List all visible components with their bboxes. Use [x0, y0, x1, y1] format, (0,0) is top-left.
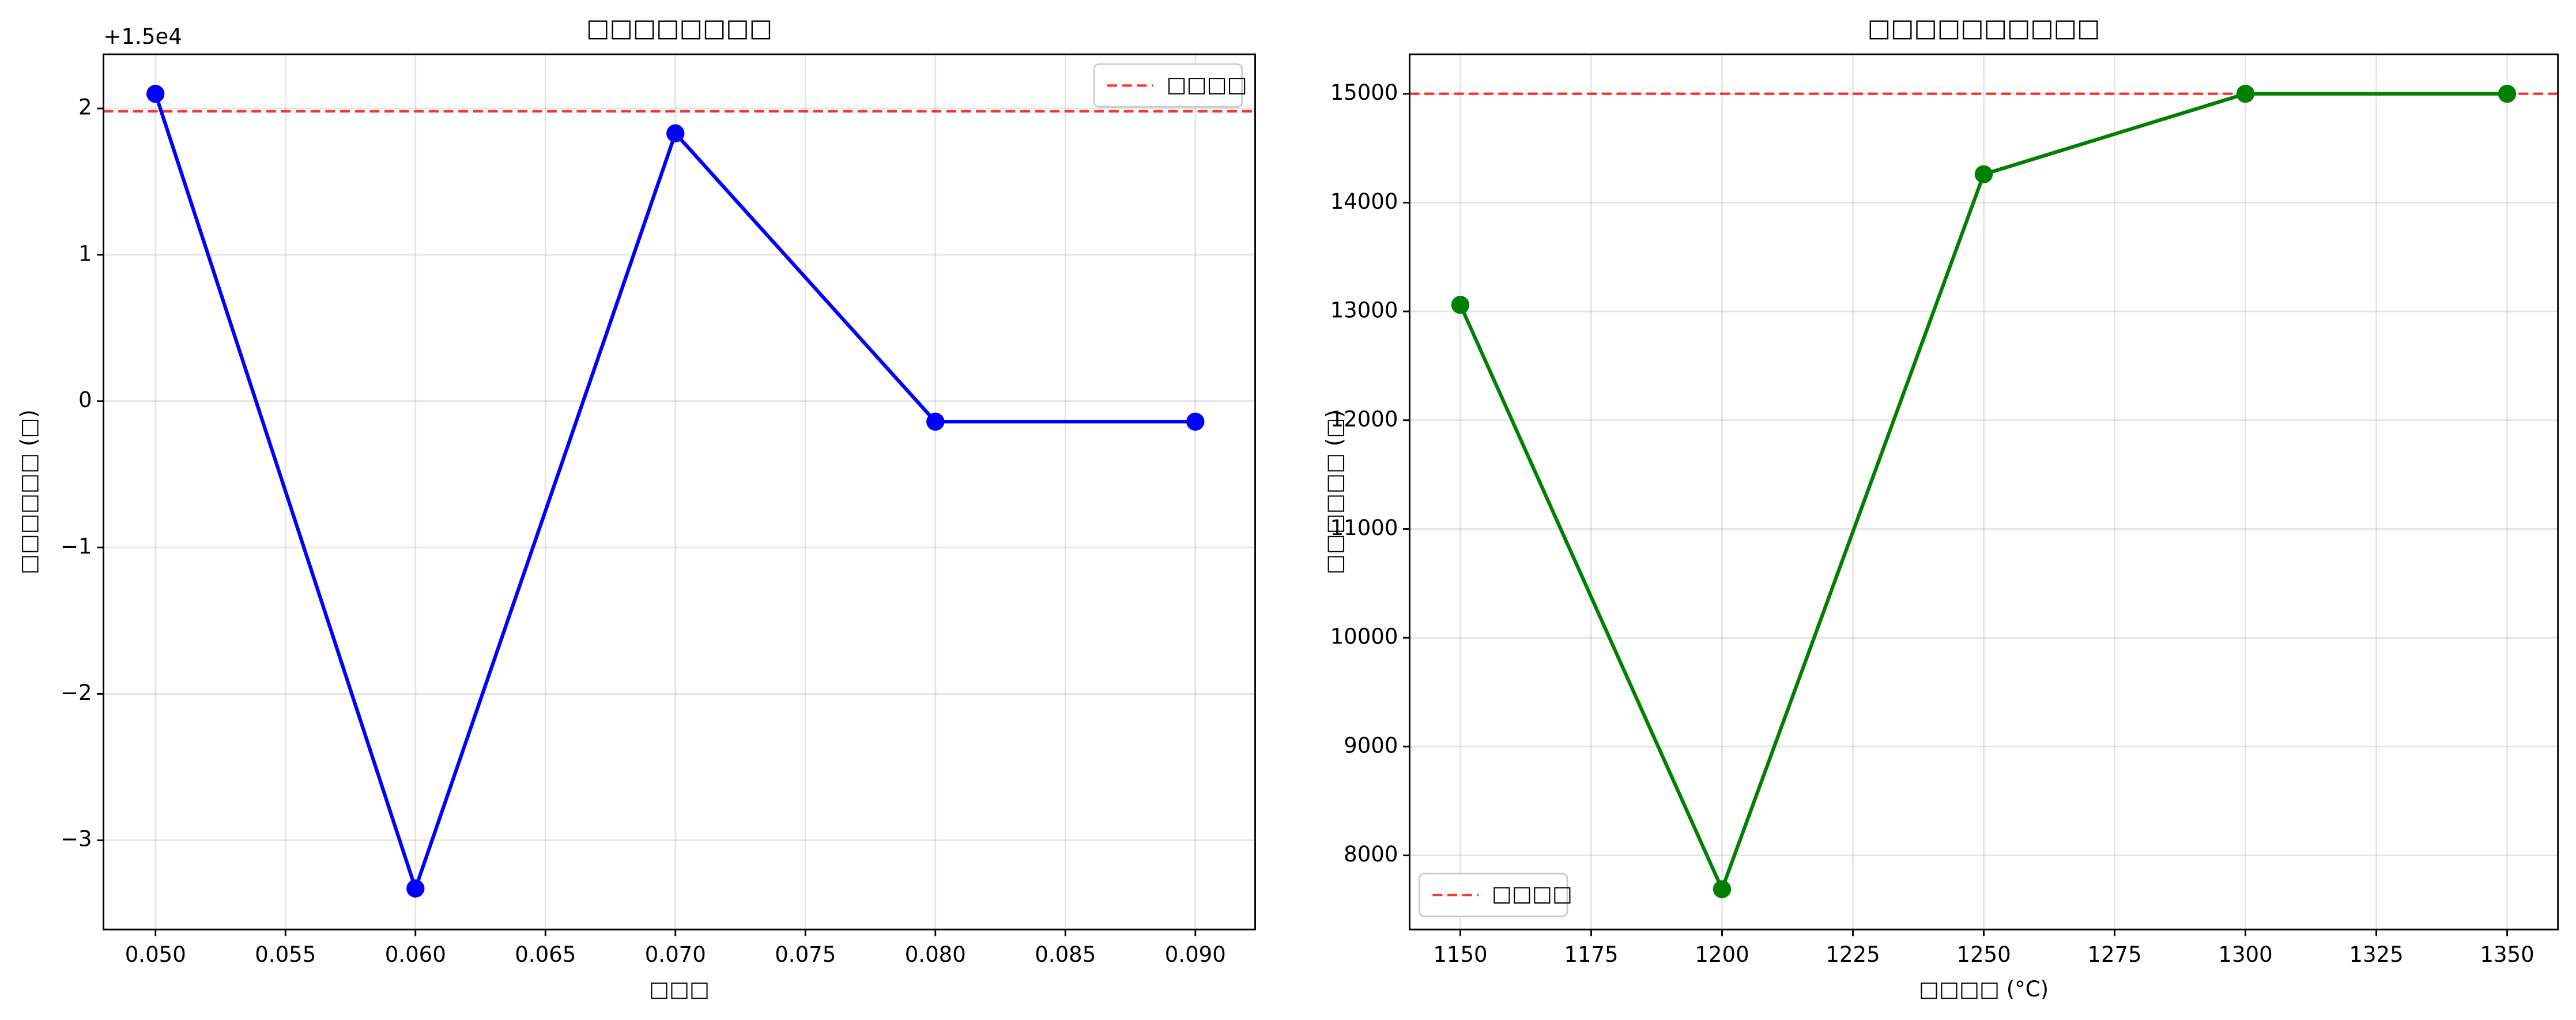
data-point: [1186, 412, 1205, 431]
data-point: [2498, 84, 2517, 103]
x-tick-label: 1300: [2218, 942, 2272, 967]
x-axis-label: □□□□ (°C): [1919, 977, 2049, 1002]
data-point: [666, 124, 685, 142]
x-tick-label: 1250: [1956, 942, 2011, 967]
data-point: [1451, 296, 1470, 314]
x-tick-label: 0.060: [385, 942, 446, 967]
data-point: [2236, 84, 2255, 103]
y-tick-label: 12000: [1330, 407, 1398, 431]
x-tick-label: 0.055: [255, 942, 316, 967]
y-tick-label: 15000: [1330, 80, 1398, 105]
plot-frame: [103, 53, 1256, 931]
y-tick-label: 1: [78, 241, 92, 266]
y-tick-label: 0: [78, 387, 92, 412]
data-point: [1713, 880, 1732, 898]
y-tick-label: −1: [61, 534, 92, 559]
y-tick-label: 8000: [1344, 842, 1398, 867]
x-tick-label: 0.050: [125, 942, 186, 967]
legend-box: [1419, 872, 1568, 917]
x-tick-label: 1150: [1433, 942, 1487, 967]
x-tick-label: 0.090: [1165, 942, 1226, 967]
x-tick-label: 1225: [1826, 942, 1880, 967]
data-point: [926, 412, 945, 431]
plot-frame: [1408, 53, 2559, 931]
y-tick-label: 2: [78, 95, 92, 120]
x-tick-label: 0.070: [645, 942, 706, 967]
data-point: [406, 879, 425, 898]
legend-label: □□□□: [1492, 882, 1572, 906]
x-tick-label: 1175: [1564, 942, 1618, 967]
y-tick-label: 10000: [1330, 624, 1398, 649]
data-point: [146, 84, 165, 103]
y-tick-label: 13000: [1330, 298, 1398, 323]
x-tick-label: 0.085: [1035, 942, 1096, 967]
x-tick-label: 0.080: [905, 942, 966, 967]
y-tick-label: 14000: [1330, 189, 1398, 214]
x-tick-label: 0.065: [515, 942, 576, 967]
data-point: [1974, 165, 1993, 183]
y-tick-label: −2: [61, 680, 92, 705]
y-tick-label: −3: [61, 827, 92, 852]
x-tick-label: 1275: [2087, 942, 2141, 967]
y-offset-label: +1.5e4: [104, 24, 182, 49]
x-tick-label: 0.075: [775, 942, 836, 967]
chart-title: □□□□□□□□: [586, 14, 772, 43]
x-tick-label: 1350: [2480, 942, 2534, 967]
y-axis-label: □□□□□□ (□): [1322, 409, 1347, 574]
y-tick-label: 11000: [1330, 515, 1398, 540]
y-axis-label: □□□□□□ (□): [16, 409, 41, 574]
legend-box: [1093, 63, 1243, 108]
y-tick-label: 9000: [1344, 733, 1398, 758]
chart-title: □□□□□□□□□□: [1868, 14, 2100, 43]
x-tick-label: 1325: [2349, 942, 2403, 967]
x-axis-label: □□□: [649, 977, 710, 1002]
legend-label: □□□□: [1167, 72, 1247, 97]
x-tick-label: 1200: [1695, 942, 1749, 967]
